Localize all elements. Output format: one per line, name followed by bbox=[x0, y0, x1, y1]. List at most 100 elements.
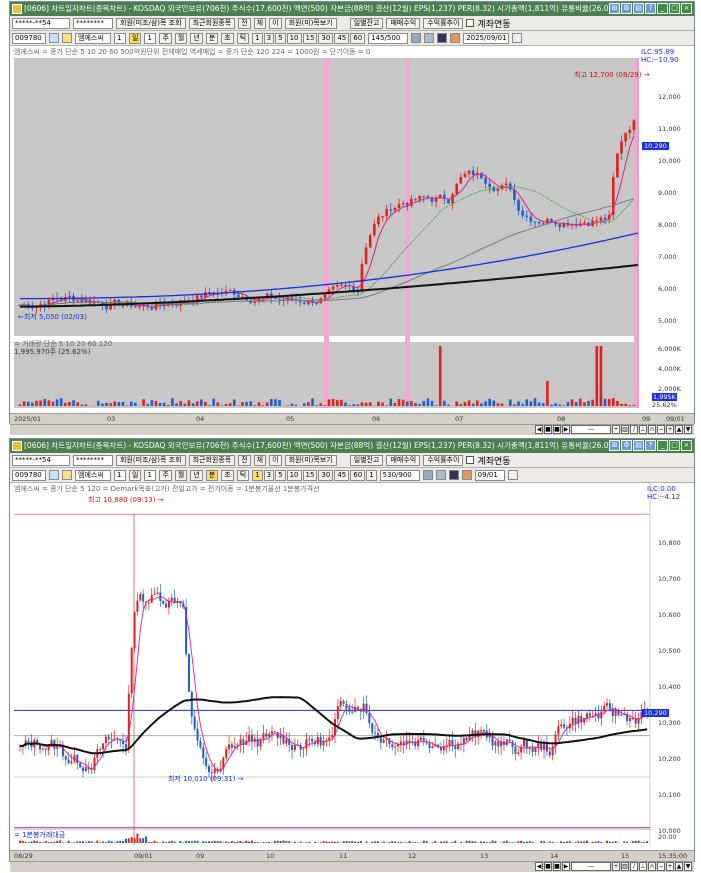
zoom-slider-icon[interactable]: — bbox=[571, 862, 611, 871]
interval-button[interactable]: 5 bbox=[275, 469, 286, 481]
interval-button[interactable]: 1 bbox=[252, 32, 263, 44]
interval-button[interactable]: 30 bbox=[318, 32, 334, 44]
period-unit-input[interactable]: 1 bbox=[144, 32, 157, 44]
period-second-button[interactable]: 초 bbox=[221, 469, 234, 481]
search-icon[interactable] bbox=[49, 33, 59, 43]
period-minute-button[interactable]: 분 bbox=[205, 32, 219, 44]
period-minute-button[interactable]: 분 bbox=[205, 469, 219, 481]
favorite-icon[interactable] bbox=[62, 33, 72, 43]
settings-icon[interactable]: ⚙ bbox=[621, 440, 632, 451]
zoom-in-icon[interactable]: + bbox=[666, 862, 674, 871]
return-trend-button[interactable]: 수익률추이 bbox=[423, 17, 464, 29]
calendar-icon[interactable] bbox=[507, 470, 518, 480]
line-tool-icon[interactable]: / bbox=[630, 425, 638, 434]
minimize-button[interactable]: _ bbox=[657, 3, 668, 14]
history-button[interactable]: 회원(미)목보기 bbox=[284, 454, 337, 466]
stock-code-input[interactable]: 009780 bbox=[12, 32, 46, 44]
price-chart-panel[interactable]: 엠에스씨 = 종가 단순 5 120 = Demark목표(고가) 전일고가 =… bbox=[10, 483, 694, 850]
interval-button[interactable]: 3 bbox=[263, 469, 275, 481]
period-count-input[interactable]: 1 bbox=[114, 469, 126, 481]
print-icon[interactable]: ▤ bbox=[633, 440, 644, 451]
account-link-checkbox[interactable] bbox=[466, 456, 475, 464]
password-input[interactable]: ******** bbox=[73, 17, 113, 29]
recent-button[interactable]: 최근회원종목 bbox=[188, 454, 236, 466]
date-input[interactable]: 09/01 bbox=[474, 469, 505, 481]
daily-candlestick-chart[interactable] bbox=[10, 46, 694, 413]
line-tool-icon[interactable]: / bbox=[630, 862, 638, 871]
all-button[interactable]: 전 bbox=[238, 17, 251, 29]
minimize-button[interactable]: _ bbox=[657, 440, 668, 451]
interval-button[interactable]: 10 bbox=[286, 469, 302, 481]
period-year-button[interactable]: 년 bbox=[190, 32, 203, 44]
count-input[interactable]: 145/500 bbox=[368, 32, 409, 44]
print-icon[interactable]: ▤ bbox=[633, 3, 644, 14]
search-icon[interactable] bbox=[49, 470, 59, 480]
tools-icon[interactable] bbox=[435, 470, 446, 480]
clear-button[interactable]: 이 bbox=[269, 17, 282, 29]
crosshair-icon[interactable]: + bbox=[612, 425, 620, 434]
scroll-next-icon[interactable]: ■ bbox=[553, 862, 561, 871]
zoom-in-icon[interactable]: + bbox=[666, 425, 674, 434]
ruler-icon[interactable]: ⊥ bbox=[639, 425, 647, 434]
period-second-button[interactable]: 초 bbox=[221, 32, 234, 44]
scroll-last-icon[interactable]: ▶ bbox=[562, 425, 570, 434]
magnet-icon[interactable]: ∩ bbox=[648, 425, 656, 434]
return-trend-button[interactable]: 수익률추이 bbox=[423, 454, 464, 466]
clear-button[interactable]: 이 bbox=[269, 454, 282, 466]
date-input[interactable]: 2025/09/01 bbox=[463, 32, 510, 44]
count-input[interactable]: 530/900 bbox=[379, 469, 420, 481]
interval-button[interactable]: 1 bbox=[252, 469, 263, 481]
interval-button[interactable]: 5 bbox=[275, 32, 286, 44]
account-select[interactable]: *****-**54 bbox=[12, 17, 70, 29]
link-icon[interactable]: ⊞ bbox=[609, 3, 620, 14]
chart-type-icon[interactable]: ▥ bbox=[621, 425, 629, 434]
indicator-icon[interactable] bbox=[450, 33, 461, 43]
tools-icon[interactable] bbox=[424, 33, 435, 43]
maximize-button[interactable]: □ bbox=[669, 440, 680, 451]
trade-profit-button[interactable]: 매매수익 bbox=[386, 17, 421, 29]
all-button[interactable]: 전 bbox=[238, 454, 251, 466]
interval-button[interactable]: 15 bbox=[302, 32, 318, 44]
calendar-icon[interactable] bbox=[512, 33, 523, 43]
filter-button[interactable]: 회원(미조/삼)목 조회 bbox=[116, 454, 186, 466]
collapse-icon[interactable]: ▼ bbox=[684, 425, 692, 434]
interval-button[interactable]: 60 bbox=[350, 32, 366, 44]
interval-button[interactable]: 1 bbox=[366, 469, 377, 481]
chart-type-icon[interactable]: ▥ bbox=[621, 862, 629, 871]
settings-icon[interactable]: ⚙ bbox=[621, 3, 632, 14]
period-tick-button[interactable]: 틱 bbox=[236, 469, 250, 481]
period-count-input[interactable]: 1 bbox=[114, 32, 126, 44]
daily-balance-button[interactable]: 일별잔고 bbox=[349, 454, 384, 466]
account-link-checkbox[interactable] bbox=[466, 19, 475, 27]
collapse-icon[interactable]: ▼ bbox=[684, 862, 692, 871]
daily-balance-button[interactable]: 일별잔고 bbox=[349, 17, 384, 29]
price-chart-panel[interactable]: 엠에스씨 = 종가 단순 5 10 20 60 500억원단위 전체매입 역세매… bbox=[10, 46, 694, 413]
minute-candlestick-chart[interactable] bbox=[10, 483, 694, 850]
draw-icon[interactable] bbox=[422, 470, 433, 480]
scroll-prev-icon[interactable]: ■ bbox=[544, 862, 552, 871]
help-icon[interactable]: ? bbox=[645, 3, 656, 14]
interval-button[interactable]: 3 bbox=[263, 32, 275, 44]
expand-icon[interactable]: ▲ bbox=[675, 862, 683, 871]
fill-button[interactable]: 체 bbox=[253, 454, 267, 466]
save-icon[interactable] bbox=[437, 33, 448, 43]
period-month-button[interactable]: 월 bbox=[174, 32, 188, 44]
fill-button[interactable]: 체 bbox=[253, 17, 267, 29]
interval-button[interactable]: 60 bbox=[350, 469, 366, 481]
zoom-out-icon[interactable]: − bbox=[657, 425, 665, 434]
draw-icon[interactable] bbox=[411, 33, 422, 43]
history-button[interactable]: 회원(미)목보기 bbox=[284, 17, 337, 29]
magnet-icon[interactable]: ∩ bbox=[648, 862, 656, 871]
period-day-button[interactable]: 일 bbox=[129, 32, 142, 44]
period-week-button[interactable]: 주 bbox=[159, 32, 172, 44]
period-day-button[interactable]: 일 bbox=[129, 469, 142, 481]
stock-code-input[interactable]: 009780 bbox=[12, 469, 46, 481]
scroll-last-icon[interactable]: ▶ bbox=[562, 862, 570, 871]
period-week-button[interactable]: 주 bbox=[159, 469, 172, 481]
recent-button[interactable]: 최근회원종목 bbox=[188, 17, 236, 29]
scroll-first-icon[interactable]: ◀ bbox=[535, 862, 543, 871]
interval-button[interactable]: 10 bbox=[286, 32, 302, 44]
period-month-button[interactable]: 월 bbox=[174, 469, 188, 481]
zoom-out-icon[interactable]: − bbox=[657, 862, 665, 871]
close-button[interactable]: × bbox=[681, 3, 692, 14]
